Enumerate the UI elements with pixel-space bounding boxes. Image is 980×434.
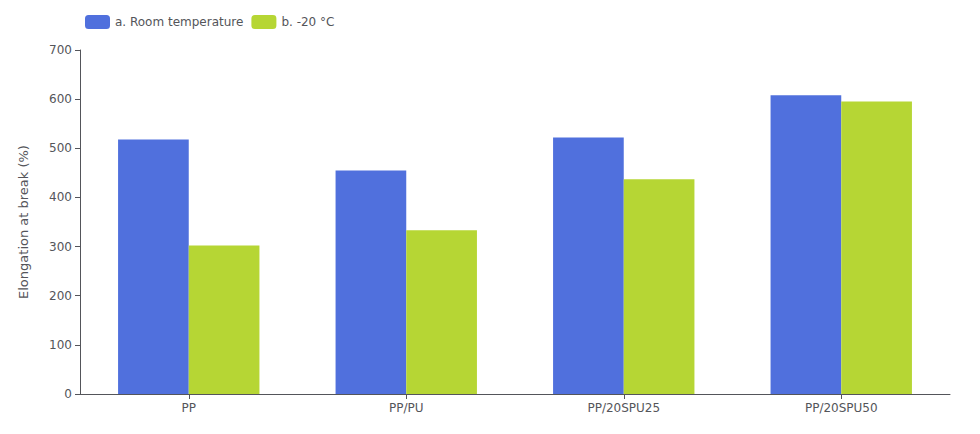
svg-text:400: 400: [49, 190, 72, 204]
svg-text:500: 500: [49, 141, 72, 155]
svg-text:600: 600: [49, 92, 72, 106]
svg-text:PP: PP: [182, 401, 196, 415]
svg-text:Elongation at break (%): Elongation at break (%): [16, 145, 31, 299]
svg-text:PP/PU: PP/PU: [389, 401, 424, 415]
svg-text:300: 300: [49, 240, 72, 254]
svg-text:100: 100: [49, 338, 72, 352]
svg-text:700: 700: [49, 43, 72, 57]
svg-text:b. -20 °C: b. -20 °C: [281, 15, 334, 29]
svg-text:PP/20SPU25: PP/20SPU25: [587, 401, 660, 415]
svg-text:200: 200: [49, 289, 72, 303]
svg-text:a. Room temperature: a. Room temperature: [115, 15, 243, 29]
svg-text:0: 0: [64, 387, 72, 401]
svg-text:PP/20SPU50: PP/20SPU50: [805, 401, 878, 415]
